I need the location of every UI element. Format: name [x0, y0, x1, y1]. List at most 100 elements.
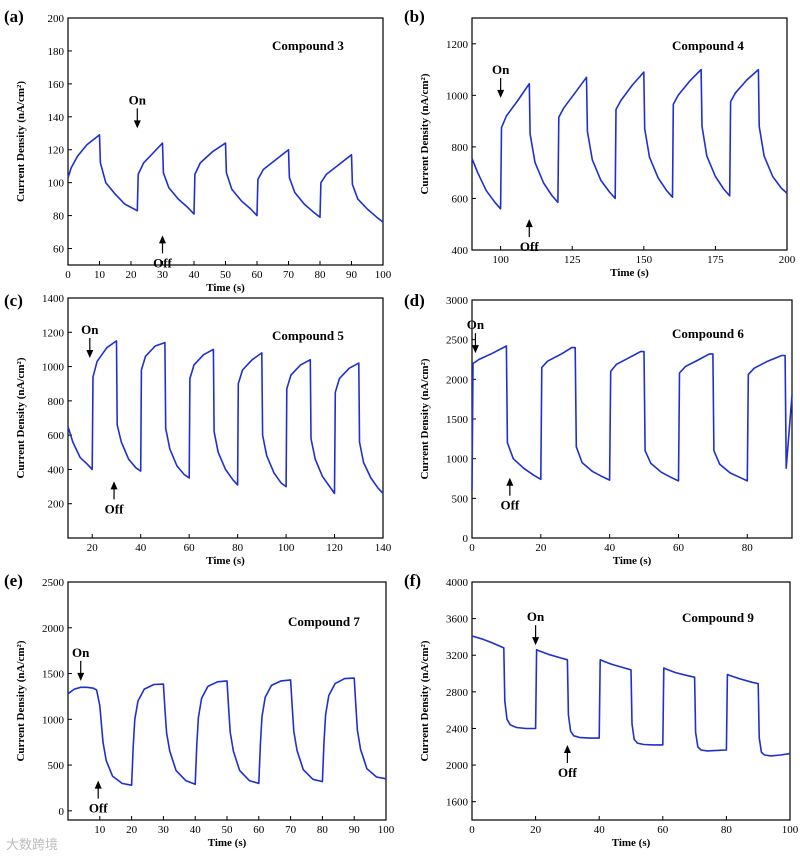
- y-tick-label: 400: [452, 245, 469, 257]
- x-tick-label: 125: [564, 254, 581, 266]
- on-arrow-head: [86, 350, 94, 358]
- x-tick-label: 175: [707, 254, 724, 266]
- panel-label: (d): [404, 291, 425, 310]
- y-tick-label: 80: [53, 211, 65, 223]
- x-tick-label: 60: [657, 824, 669, 836]
- y-tick-label: 3200: [446, 650, 469, 662]
- panel-a: 0 10 20 30 40 50 60 70 80 90 100 60 80 100 120 140 160 18…: [4, 7, 392, 294]
- y-tick-label: 1000: [446, 90, 469, 102]
- y-tick-label: 200: [48, 499, 65, 511]
- x-tick-label: 150: [636, 254, 653, 266]
- y-tick-label: 1200: [42, 327, 65, 339]
- x-tick-label: 10: [94, 269, 106, 281]
- x-tick-label: 20: [530, 824, 542, 836]
- x-tick-label: 20: [87, 542, 99, 554]
- x-tick-label: 30: [158, 824, 170, 836]
- x-axis-title: Time (s): [208, 837, 247, 849]
- on-arrow-head: [77, 672, 85, 681]
- series-line: [471, 345, 793, 491]
- off-label: Off: [500, 498, 519, 513]
- x-tick-label: 0: [469, 824, 475, 836]
- y-axis-title: Current Density (nA/cm²): [15, 640, 27, 761]
- y-tick-label: 180: [48, 46, 65, 58]
- x-tick-label: 60: [252, 269, 264, 281]
- y-tick-label: 1000: [446, 454, 469, 466]
- series-line: [471, 68, 788, 210]
- x-tick-label: 70: [285, 824, 297, 836]
- y-tick-label: 500: [452, 493, 469, 505]
- x-tick-label: 60: [184, 542, 196, 554]
- x-tick-label: 50: [222, 824, 234, 836]
- panel-label: (b): [404, 7, 425, 26]
- y-tick-label: 3600: [446, 614, 469, 626]
- y-tick-label: 1200: [446, 39, 469, 51]
- y-tick-label: 1600: [446, 797, 469, 809]
- x-tick-label: 40: [135, 542, 147, 554]
- y-tick-label: 800: [48, 396, 65, 408]
- x-tick-label: 80: [232, 542, 244, 554]
- x-tick-label: 100: [378, 824, 395, 836]
- x-axis-title: Time (s): [612, 837, 651, 849]
- y-tick-label: 140: [48, 112, 65, 124]
- y-tick-label: 0: [59, 806, 65, 818]
- x-axis-title: Time (s): [610, 267, 649, 279]
- y-tick-label: 1000: [42, 362, 65, 374]
- plot-frame: [67, 297, 384, 539]
- panel-label: (e): [4, 571, 23, 590]
- series-line: [67, 340, 384, 495]
- y-tick-label: 3000: [446, 295, 469, 307]
- compound-name: Compound 4: [672, 38, 744, 53]
- y-tick-label: 160: [48, 79, 65, 91]
- panel-label: (c): [4, 291, 23, 310]
- y-axis-title: Current Density (nA/cm²): [419, 73, 431, 194]
- y-tick-label: 200: [48, 13, 65, 25]
- y-tick-label: 1000: [42, 714, 65, 726]
- off-label: Off: [558, 765, 577, 780]
- x-tick-label: 140: [375, 542, 392, 554]
- on-label: On: [72, 645, 90, 660]
- x-tick-label: 200: [779, 254, 796, 266]
- on-arrow-head: [497, 89, 505, 98]
- y-tick-label: 4000: [446, 577, 469, 589]
- panel-e: 10 20 30 40 50 60 70 80 90 1000500100015002000250…: [4, 571, 395, 849]
- panel-f: 0 20 40 60 80 100 1600 2000 2400 2800 3200 3600 4000…: [404, 571, 799, 849]
- y-tick-label: 120: [48, 145, 65, 157]
- series-line: [67, 134, 384, 223]
- x-tick-label: 60: [253, 824, 265, 836]
- x-tick-label: 20: [126, 269, 138, 281]
- y-tick-label: 2400: [446, 723, 469, 735]
- y-tick-label: 2500: [42, 577, 65, 589]
- on-label: On: [467, 317, 485, 332]
- x-tick-label: 40: [190, 824, 202, 836]
- x-tick-label: 40: [604, 542, 616, 554]
- x-tick-label: 0: [469, 542, 475, 554]
- x-tick-label: 90: [349, 824, 361, 836]
- x-tick-label: 10: [94, 824, 106, 836]
- y-tick-label: 2000: [42, 623, 65, 635]
- y-tick-label: 2500: [446, 335, 469, 347]
- x-tick-label: 80: [721, 824, 733, 836]
- y-axis-title: Current Density (nA/cm²): [15, 357, 27, 478]
- panel-c: 20 40 60 80 100 120 140 200 400 600 800 1000 1200 140…: [4, 291, 392, 567]
- x-tick-label: 80: [315, 269, 327, 281]
- x-tick-label: 100: [492, 254, 509, 266]
- panel-label: (a): [4, 7, 24, 26]
- off-label: Off: [105, 501, 124, 516]
- x-tick-label: 100: [278, 542, 295, 554]
- on-label: On: [492, 62, 510, 77]
- x-tick-label: 100: [782, 824, 799, 836]
- x-tick-label: 80: [742, 542, 754, 554]
- compound-name: Compound 5: [272, 328, 344, 343]
- x-tick-label: 70: [283, 269, 295, 281]
- compound-name: Compound 9: [682, 610, 754, 625]
- series-line: [67, 677, 387, 787]
- compound-name: Compound 3: [272, 38, 344, 53]
- x-tick-label: 120: [326, 542, 343, 554]
- off-label: Off: [89, 801, 108, 816]
- panel-label: (f): [404, 571, 421, 590]
- plot-frame: [471, 17, 788, 251]
- plot-frame: [471, 581, 791, 821]
- y-tick-label: 2800: [446, 687, 469, 699]
- plot-frame: [471, 299, 793, 539]
- panel-d: 0 20 40 60 80 0 500 1000 1500 2000 2500 3000 Time (s…: [404, 291, 793, 567]
